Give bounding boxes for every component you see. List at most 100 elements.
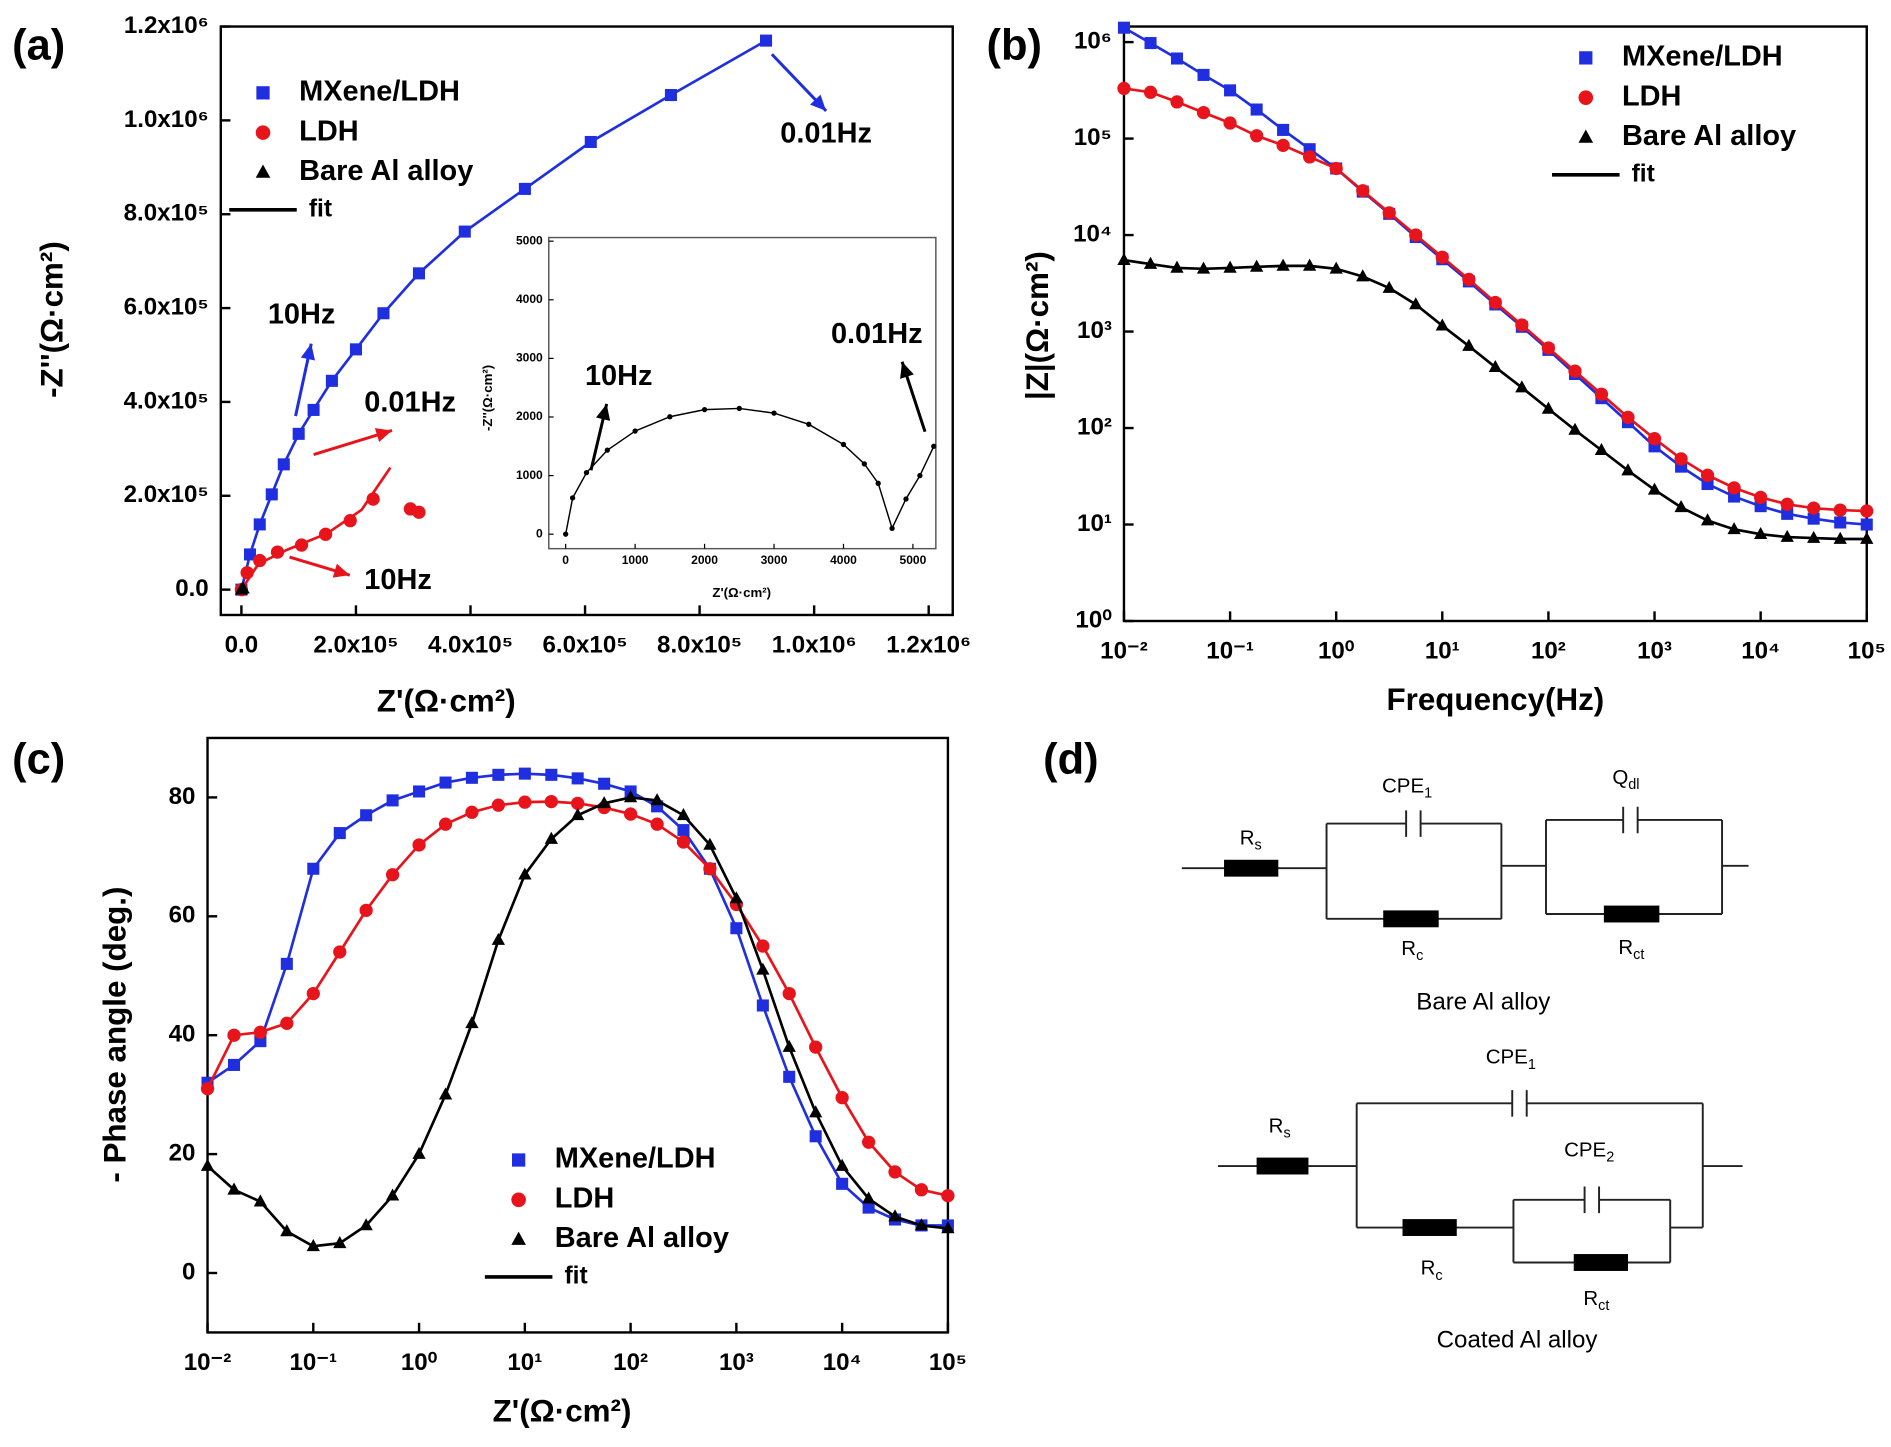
marker [1754,526,1768,540]
marker [598,777,611,790]
element-label: CPE2 [1564,1139,1614,1165]
x-tick-label: 10⁻² [1100,638,1148,665]
marker [1223,260,1237,273]
annotation: 0.01Hz [831,318,923,350]
marker [491,798,505,812]
marker [759,34,773,47]
marker [518,767,531,780]
marker [1568,364,1582,378]
annotation: 10Hz [585,360,653,392]
marker [1674,500,1688,513]
marker [771,410,777,416]
marker [836,1177,849,1190]
symbol: CPE [1382,775,1424,798]
marker [360,809,373,822]
x-axis-label: Z'(Ω·cm²) [712,585,771,600]
marker [294,538,309,552]
marker [701,406,708,413]
marker [1807,512,1820,525]
legend-marker [1578,90,1594,105]
x-tick-label: 10⁴ [823,1349,862,1376]
marker [1276,138,1290,152]
x-tick-label: 10⁻² [184,1349,232,1376]
marker [306,986,320,1001]
marker [1780,529,1794,542]
marker [1833,503,1847,517]
arrow-head [810,94,827,111]
resistor [1573,1254,1629,1271]
y-tick-label: 5000 [516,233,543,247]
y-tick-label: 60 [169,902,196,929]
circuit: Rs CPE1 Rc Qdl Rct Bare Al alloy [1181,766,1749,1016]
marker [412,1146,426,1159]
marker [809,1040,823,1054]
element-label: Qdl [1612,766,1639,792]
marker [465,805,479,819]
marker [1117,252,1131,265]
x-tick-label: 10² [1531,638,1566,665]
x-tick-label: 10⁻¹ [290,1349,338,1376]
element-label: CPE1 [1486,1046,1536,1072]
marker [931,443,937,449]
marker [1277,123,1290,136]
x-tick-label: 10⁻¹ [1206,638,1254,665]
marker [1834,516,1847,529]
y-tick-label: 10² [1077,413,1112,440]
marker [1515,318,1529,332]
marker [333,945,347,959]
panel-label: (d) [1043,736,1098,784]
marker [1674,452,1688,466]
marker [307,862,320,875]
x-tick-label: 6.0x10⁵ [543,632,628,659]
marker [465,771,478,784]
marker [200,1082,215,1096]
panel-label: (a) [12,22,65,70]
marker [756,962,770,975]
marker [1568,422,1582,435]
marker [1860,504,1874,518]
fit-line [240,466,392,591]
marker [835,1158,849,1171]
y-tick-label: 80 [169,783,196,810]
marker [729,891,744,904]
legend-label: fit [1632,160,1655,187]
symbol: CPE [1486,1046,1528,1069]
subscript: s [1255,837,1262,853]
subscript: s [1283,1125,1290,1141]
marker [1807,530,1821,543]
marker [277,458,290,471]
legend-marker [255,125,271,140]
subscript: 1 [1424,785,1432,801]
x-tick-label: 1.0x10⁶ [772,632,857,659]
marker [1196,105,1211,120]
marker [1621,463,1635,476]
marker [439,776,452,789]
marker [280,957,293,970]
y-tick-label: 0 [536,526,543,540]
marker [349,343,362,356]
circuit-caption: Coated Al alloy [1437,1326,1598,1353]
marker [1409,297,1423,310]
arrow-head [300,343,315,361]
marker [253,553,267,568]
arrow-head [374,428,393,443]
legend-label: MXene/LDH [299,75,460,107]
marker [1462,272,1476,287]
circuit-caption: Bare Al alloy [1416,989,1550,1016]
marker [756,999,769,1012]
marker [563,531,569,537]
legend-label: LDH [555,1182,614,1214]
marker [385,868,400,882]
x-tick-label: 10³ [719,1349,754,1376]
circuit: Rs CPE1 Rc CPE2 Rct Coated Al alloy [1218,1046,1743,1353]
y-axis-label: -Z''(Ω·cm²) [480,365,495,431]
marker [1807,501,1821,515]
marker [835,1090,849,1105]
marker [623,807,638,821]
marker [412,267,425,280]
resistor [1603,905,1660,923]
marker [1594,442,1609,456]
marker [306,1239,320,1252]
marker [1621,410,1635,424]
